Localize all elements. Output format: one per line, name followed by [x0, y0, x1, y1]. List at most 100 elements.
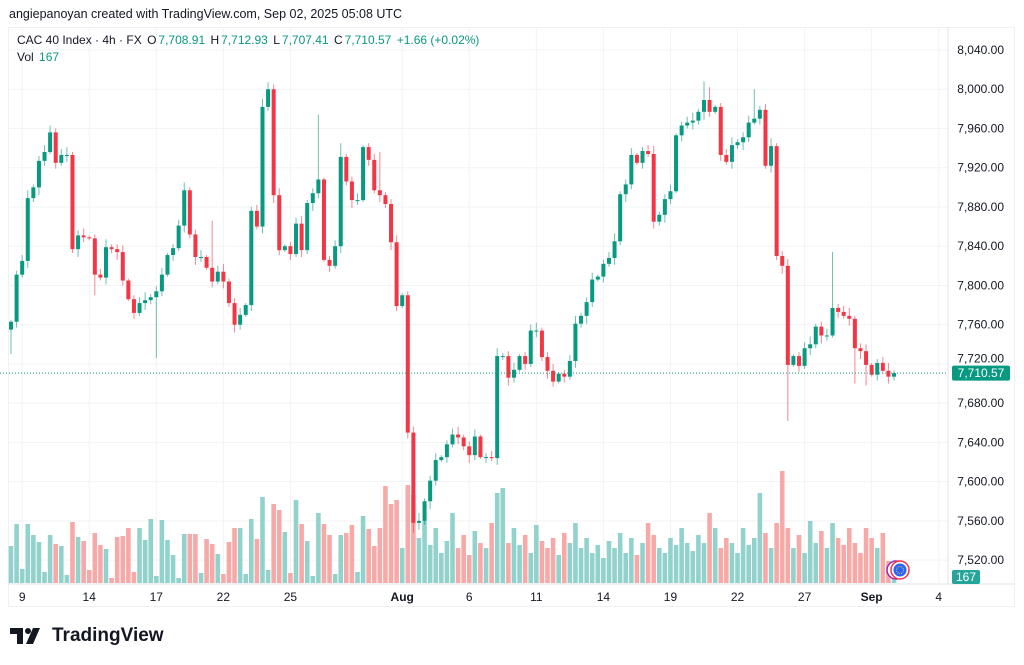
volume-bar — [439, 553, 444, 583]
volume-bar — [757, 493, 763, 583]
candle-body — [500, 356, 505, 358]
volume-bar — [455, 548, 461, 583]
symbol-info[interactable]: CAC 40 Index · 4h · FX — [17, 33, 142, 47]
volume-bar — [640, 543, 645, 583]
candle-body — [355, 200, 360, 202]
volume-bar — [724, 538, 729, 583]
volume-bar — [47, 535, 53, 583]
volume-bar — [852, 543, 858, 583]
time-axis[interactable]: 9 14 17 22 25 Aug 6 11 14 19 22 27 Sep 4 — [19, 590, 943, 604]
price-tick-label: 7,640.00 — [957, 435, 1004, 449]
candle-body — [662, 199, 667, 215]
candle-body — [819, 326, 824, 336]
volume-bar — [830, 523, 835, 583]
candle-body — [232, 303, 237, 325]
candle-body — [886, 370, 891, 377]
candle-body — [416, 520, 421, 523]
candle-body — [623, 184, 628, 195]
change-value: +1.66 (+0.02%) — [396, 33, 480, 47]
volume-bar — [137, 528, 142, 583]
price-tick-label: 7,840.00 — [957, 239, 1004, 253]
chart-attribution: angiepanoyan created with TradingView.co… — [9, 7, 403, 21]
candle-body — [176, 225, 181, 249]
candle-body — [579, 315, 584, 324]
volume-bar — [712, 528, 718, 583]
candle-body — [321, 179, 326, 260]
candle-body — [193, 234, 198, 257]
candle-body — [785, 265, 790, 365]
candle-body — [221, 271, 226, 282]
candle-body — [243, 305, 248, 315]
volume-bar — [120, 536, 126, 583]
candle-body — [556, 373, 561, 382]
chart-frame — [8, 27, 1015, 607]
volume-bar — [461, 535, 466, 583]
candle-body — [394, 242, 399, 307]
volume-bar — [332, 574, 338, 583]
volume-bar — [25, 524, 31, 583]
volume-bar — [668, 538, 673, 583]
volume-bar — [299, 524, 304, 583]
candle-body — [495, 356, 500, 459]
volume-bar — [701, 543, 707, 583]
candle-body — [478, 436, 483, 458]
price-tick-label: 7,800.00 — [957, 278, 1004, 292]
candle-body — [48, 132, 53, 153]
grid-lines — [8, 27, 948, 584]
time-tick-label: 22 — [731, 590, 745, 604]
candle-body — [752, 118, 757, 123]
volume-bar — [92, 533, 98, 583]
candle-body — [634, 154, 639, 163]
volume-bar — [327, 535, 332, 583]
candle-body — [718, 106, 723, 155]
candle-body — [310, 193, 315, 204]
volume-bar — [265, 570, 271, 583]
volume-bar — [148, 519, 154, 583]
candle-body — [53, 132, 58, 163]
low-value: 7,707.41 — [281, 33, 329, 47]
volume-bar — [478, 543, 483, 583]
candle-body — [685, 122, 690, 126]
candle-body — [892, 373, 896, 377]
candle-body — [254, 210, 259, 227]
current-volume-label: 167 — [956, 570, 976, 584]
candle-body — [137, 303, 142, 313]
candle-body — [601, 263, 606, 277]
candle-body — [735, 142, 740, 146]
volume-bar — [14, 524, 19, 583]
candle-body — [333, 246, 338, 266]
candle-body — [690, 120, 695, 123]
volume-bar — [81, 541, 86, 583]
volume-bar — [288, 573, 293, 583]
tradingview-logo[interactable]: TradingView — [10, 625, 164, 647]
volume-bar — [545, 548, 550, 583]
candle-body — [484, 457, 489, 459]
volume-bar — [534, 525, 539, 583]
eu-flag-event-icon[interactable] — [886, 560, 910, 580]
volume-bar — [573, 523, 578, 583]
volume-bar — [584, 538, 589, 583]
candle-body — [115, 249, 120, 253]
candle-body — [377, 190, 382, 196]
volume-bar — [561, 533, 567, 583]
volume-bar — [567, 543, 573, 583]
candle-body — [36, 160, 41, 188]
volume-bar — [522, 535, 528, 583]
candle-body — [852, 318, 857, 349]
volume-bar — [98, 545, 103, 583]
volume-bar — [539, 541, 545, 583]
volume-bar — [835, 538, 841, 583]
price-tick-label: 7,600.00 — [957, 475, 1004, 489]
price-axis[interactable]: 8,040.00 8,000.00 7,960.00 7,920.00 7,880.00… — [957, 43, 1004, 567]
volume-bar — [159, 520, 165, 583]
candle-body — [389, 204, 394, 243]
volume-bar — [500, 488, 506, 583]
volume-bar — [880, 533, 886, 583]
candle-body — [701, 100, 706, 112]
candle-body — [646, 151, 651, 154]
candle-body — [383, 195, 388, 205]
candle-body — [131, 299, 136, 313]
volume-bar — [8, 546, 14, 583]
price-tick-label: 7,560.00 — [957, 514, 1004, 528]
